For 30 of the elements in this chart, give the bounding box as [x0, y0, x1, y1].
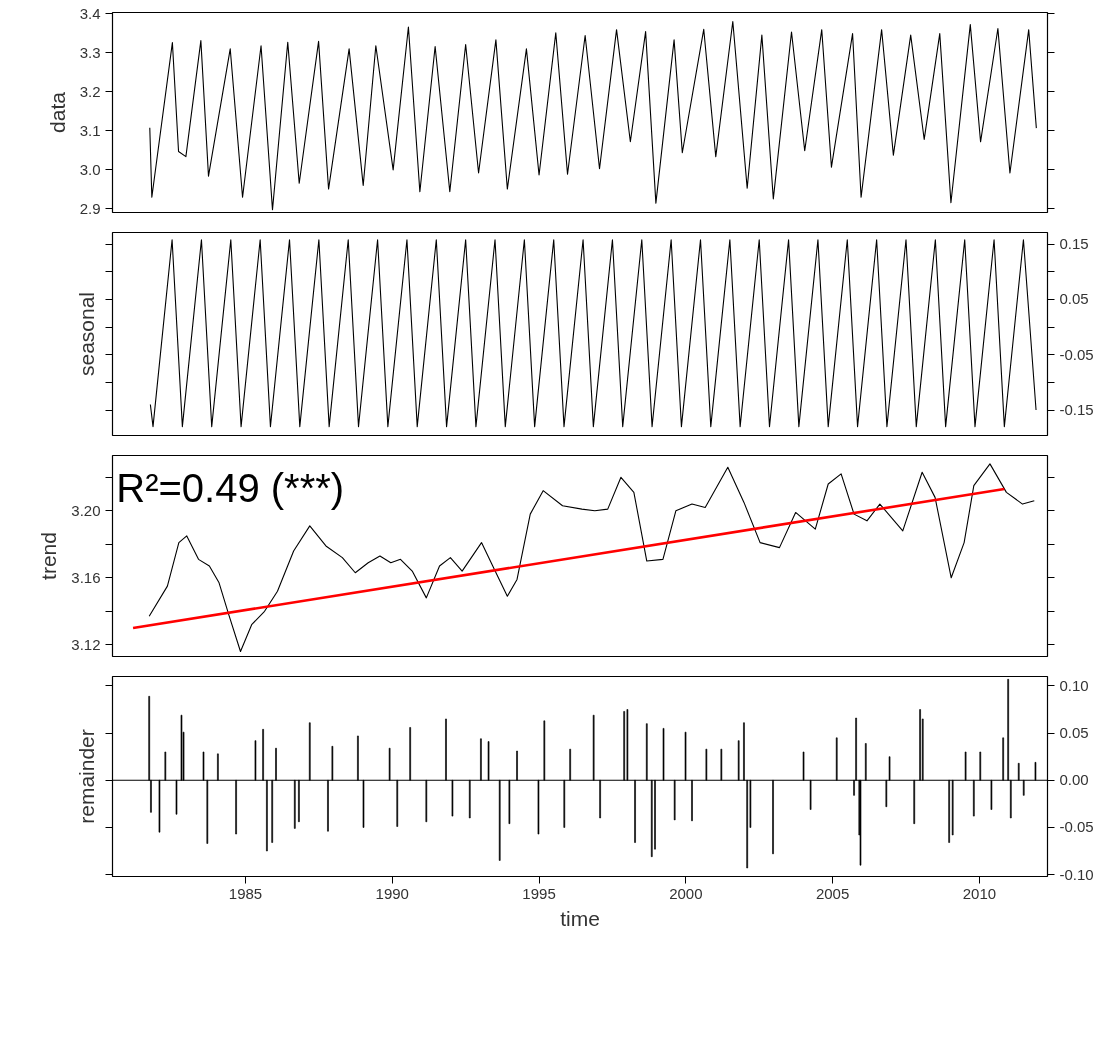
y-tick-label: 0.10 — [1059, 676, 1089, 694]
y-axis-title: remainder — [74, 729, 98, 824]
x-tick-label: 2000 — [669, 884, 703, 902]
y-tick-label: -0.10 — [1059, 865, 1094, 883]
y-tick-label: 3.4 — [79, 4, 101, 22]
y-tick-label: 3.3 — [79, 43, 101, 61]
y-axis-title: seasonal — [74, 291, 98, 377]
y-tick-label: 3.2 — [79, 82, 101, 100]
y-tick-label: -0.15 — [1059, 401, 1094, 419]
x-tick-label: 1990 — [375, 884, 409, 902]
y-axis-title: data — [45, 91, 69, 133]
y-tick-label: 0.00 — [1059, 771, 1089, 789]
y-axis-title: trend — [37, 532, 61, 580]
x-tick-label: 1985 — [228, 884, 263, 902]
y-tick-label: 3.12 — [71, 635, 101, 653]
y-tick-label: 2.9 — [79, 199, 101, 217]
y-tick-label: 0.15 — [1059, 235, 1089, 253]
y-tick-label: 0.05 — [1059, 290, 1089, 308]
y-tick-label: 0.05 — [1059, 724, 1089, 742]
x-tick-label: 2010 — [962, 884, 997, 902]
y-tick-label: 3.16 — [71, 568, 101, 586]
y-tick-label: 3.1 — [79, 121, 101, 139]
x-axis-title: time — [560, 906, 600, 930]
y-tick-label: 3.20 — [71, 501, 101, 519]
x-tick-label: 2005 — [815, 884, 850, 902]
y-tick-label: -0.05 — [1059, 345, 1094, 363]
annotation: R²=0.49 (***) — [116, 465, 345, 510]
y-tick-label: 3.0 — [79, 160, 101, 178]
y-tick-label: -0.05 — [1059, 818, 1094, 836]
x-tick-label: 1995 — [522, 884, 556, 902]
